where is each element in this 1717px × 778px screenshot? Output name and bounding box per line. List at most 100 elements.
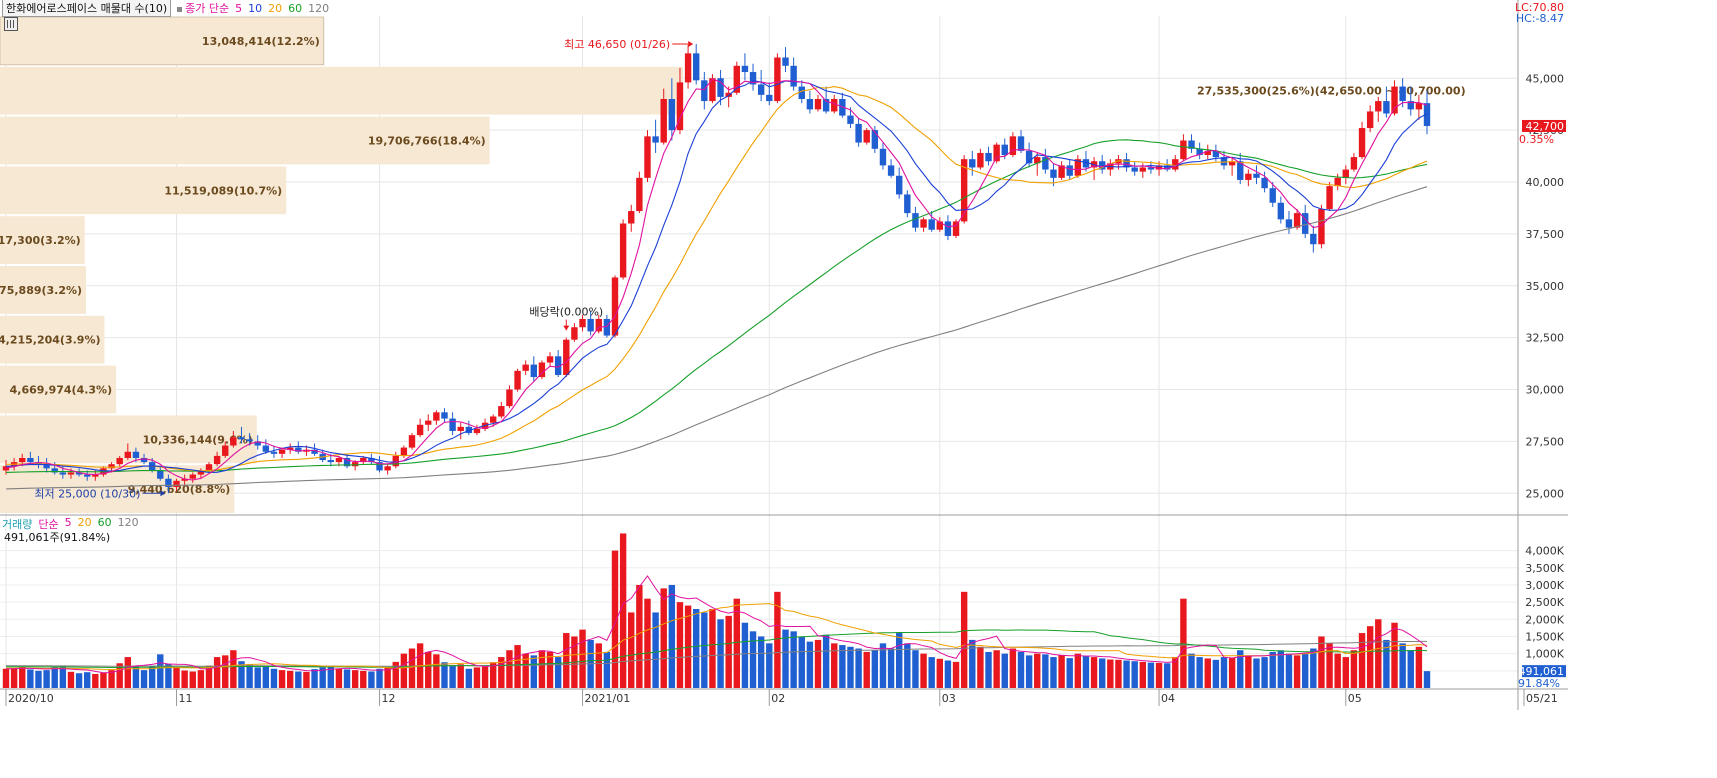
- candle-body: [741, 65, 749, 73]
- volume-bar: [928, 657, 935, 688]
- vma-5-line: [5, 575, 1428, 674]
- low-arrow-icon: [160, 490, 166, 497]
- candle-body: [636, 177, 643, 212]
- stock-chart: 9,440,620(8.8%) 10,336,144(9.6%) 4,669,974…: [0, 0, 1568, 710]
- candle-body: [1415, 103, 1423, 110]
- chart-title[interactable]: 한화에어로스페이스 매물대 수(10): [2, 0, 172, 17]
- candle-body: [59, 472, 67, 475]
- time-tick-label: 04: [1161, 692, 1175, 705]
- volume-bar: [197, 670, 205, 688]
- volume-profile-label: 3,417,300(3.2%): [0, 234, 81, 247]
- volume-profile-bar: [0, 266, 87, 314]
- candle-body: [67, 472, 75, 475]
- volume-bar: [100, 672, 107, 688]
- volume-bar: [701, 612, 708, 688]
- candle-body: [1350, 157, 1358, 170]
- volume-bar: [1074, 653, 1082, 688]
- volume-bar: [1058, 655, 1065, 688]
- candle-body: [701, 80, 708, 102]
- candle-body: [376, 462, 383, 471]
- ma-period-10: 10: [248, 1, 263, 15]
- volume-bar: [246, 664, 253, 688]
- volume-bar: [27, 669, 34, 688]
- volume-bar: [148, 665, 156, 688]
- volume-bar: [400, 653, 408, 688]
- volume-bar: [254, 667, 261, 688]
- volume-bar: [904, 643, 911, 688]
- volume-bar: [887, 648, 895, 688]
- volume-bar: [360, 670, 367, 688]
- volume-bar: [181, 670, 188, 688]
- volume-bar: [205, 665, 213, 688]
- volume-bar: [1131, 661, 1138, 688]
- volume-tick-label: 1,000K: [1525, 648, 1564, 661]
- candle-body: [368, 457, 375, 463]
- candle-body: [644, 136, 651, 178]
- candle-body: [278, 449, 286, 454]
- volume-bar: [222, 655, 229, 688]
- moving-averages: [5, 78, 1428, 490]
- price-tick-label: 45,000: [1526, 72, 1565, 85]
- volume-bar: [936, 658, 943, 688]
- ma-period-60: 60: [288, 1, 303, 15]
- candle-body: [230, 437, 237, 446]
- candle-body: [35, 462, 42, 465]
- candle-body: [449, 418, 456, 431]
- volume-profile-label: 4,669,974(4.3%): [10, 384, 113, 397]
- candle-body: [1155, 165, 1163, 170]
- dividend-annotation: 배당락(0.00%): [529, 306, 603, 319]
- volume-bar: [1261, 657, 1268, 688]
- volume-bar: [855, 648, 862, 688]
- candle-body: [1326, 186, 1333, 209]
- volume-bar: [839, 645, 846, 688]
- volume-bar: [1163, 663, 1171, 688]
- candle-body: [1342, 169, 1349, 178]
- candle-body: [335, 457, 343, 463]
- volume-bar: [652, 612, 659, 688]
- corner-hc: HC:-8.47: [1515, 12, 1564, 25]
- volume-bar: [782, 629, 789, 688]
- ma-legend-label: 종가 단순: [177, 0, 229, 16]
- volume-profile-bar: [0, 166, 287, 215]
- volume-profile-label: 4,215,204(3.9%): [0, 334, 100, 347]
- volume-bar: [944, 660, 952, 688]
- candle-body: [514, 370, 521, 390]
- volume-profile: 9,440,620(8.8%)10,336,144(9.6%)4,669,974…: [0, 16, 1466, 513]
- volume-bar: [1342, 657, 1349, 688]
- candle-body: [1228, 161, 1236, 166]
- volume-profile-bar: [0, 216, 85, 264]
- candle-body: [392, 455, 399, 467]
- candle-body: [465, 426, 473, 434]
- volume-bar: [51, 667, 58, 688]
- candle-body: [1383, 101, 1390, 114]
- volume-bar: [538, 650, 546, 688]
- candle-body: [498, 406, 505, 417]
- current-change-label: 0.35%: [1519, 133, 1554, 146]
- ma-5-line: [5, 78, 1428, 481]
- volume-bar: [481, 666, 489, 688]
- volume-bar: [514, 645, 521, 688]
- volume-bar: [1318, 636, 1325, 688]
- candle-body: [1253, 173, 1260, 178]
- ma-legend-square-icon: [177, 6, 183, 12]
- candle-body: [1188, 140, 1195, 149]
- price-tick-label: 37,500: [1526, 228, 1565, 241]
- volume-bar: [1082, 655, 1090, 688]
- calculator-icon[interactable]: [4, 17, 18, 31]
- volume-bar: [717, 619, 724, 688]
- volume-bar: [75, 673, 83, 688]
- candle-body: [766, 94, 773, 102]
- ma-20-line: [5, 86, 1428, 472]
- volume-bar: [1212, 659, 1220, 688]
- volume-bar: [84, 672, 91, 688]
- volume-bar: [19, 666, 26, 688]
- candle-body: [1245, 173, 1252, 180]
- candle-body: [197, 470, 205, 475]
- ma-period-120: 120: [308, 1, 330, 15]
- candle-body: [684, 53, 692, 83]
- volume-bar: [920, 653, 927, 688]
- volume-bar: [408, 648, 416, 688]
- volume-bar: [1017, 651, 1025, 688]
- volume-bar: [644, 598, 651, 688]
